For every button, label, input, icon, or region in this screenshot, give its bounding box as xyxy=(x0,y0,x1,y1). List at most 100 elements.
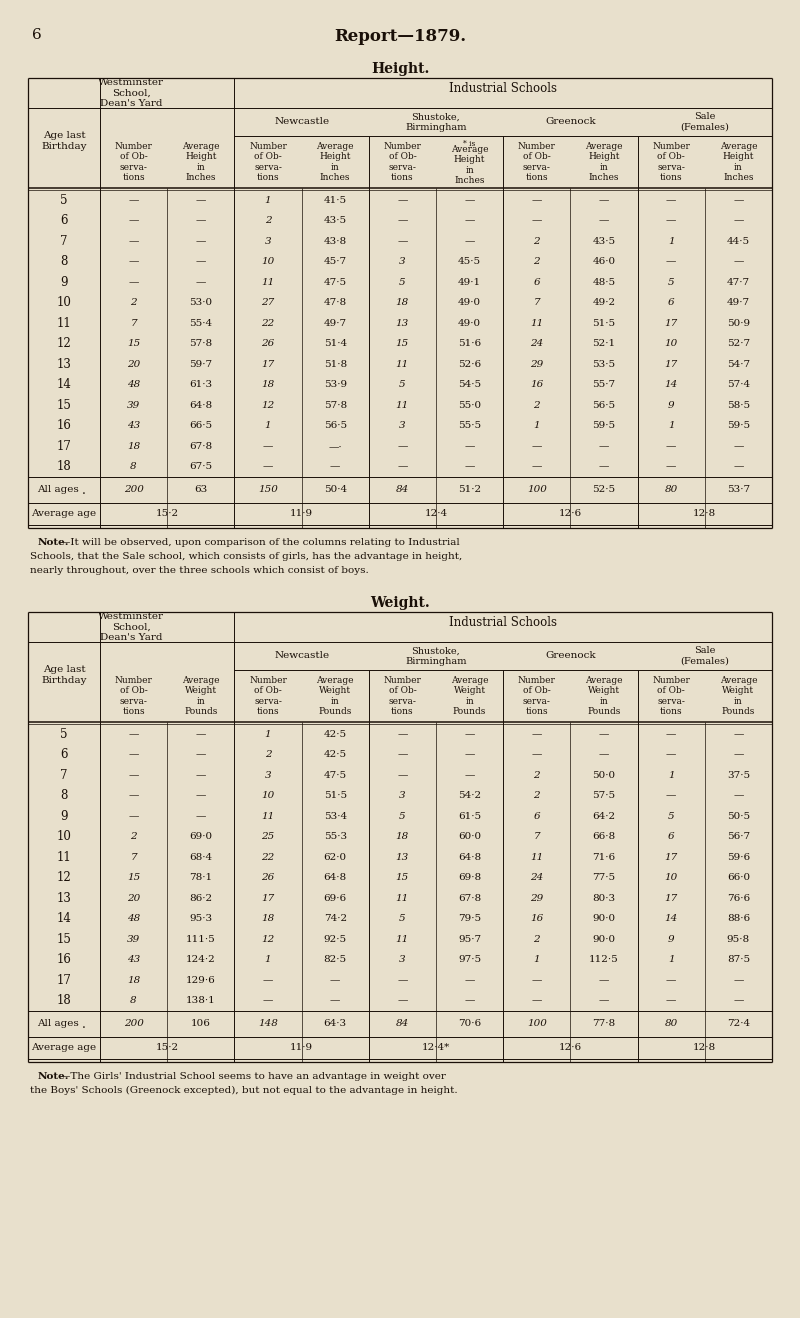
Text: 59·7: 59·7 xyxy=(190,360,212,369)
Text: —: — xyxy=(129,750,138,759)
Text: —: — xyxy=(465,216,474,225)
Text: 11: 11 xyxy=(262,812,274,821)
Text: 55·4: 55·4 xyxy=(190,319,212,328)
Text: 52·5: 52·5 xyxy=(593,485,615,494)
Text: 11: 11 xyxy=(262,278,274,287)
Text: 50·4: 50·4 xyxy=(324,485,346,494)
Text: 9: 9 xyxy=(668,401,674,410)
Text: 70·6: 70·6 xyxy=(458,1020,481,1028)
Text: 13: 13 xyxy=(396,319,409,328)
Text: 55·0: 55·0 xyxy=(458,401,481,410)
Text: 24: 24 xyxy=(530,874,543,882)
Text: 18: 18 xyxy=(396,832,409,841)
Text: 42·5: 42·5 xyxy=(324,750,346,759)
Text: 11: 11 xyxy=(396,360,409,369)
Text: 47·7: 47·7 xyxy=(727,278,750,287)
Text: 7: 7 xyxy=(60,768,68,782)
Text: —: — xyxy=(129,730,138,739)
Text: 62·0: 62·0 xyxy=(324,853,346,862)
Text: 11: 11 xyxy=(396,401,409,410)
Text: 66·5: 66·5 xyxy=(190,422,212,430)
Text: —: — xyxy=(398,463,407,472)
Text: 6: 6 xyxy=(32,28,42,42)
Text: —: — xyxy=(734,996,743,1006)
Text: —: — xyxy=(398,216,407,225)
Text: Average
Height
in
Inches: Average Height in Inches xyxy=(586,142,622,182)
Text: 2: 2 xyxy=(534,401,540,410)
Text: 12·4: 12·4 xyxy=(425,510,447,518)
Text: 43·5: 43·5 xyxy=(593,237,615,245)
Text: 1: 1 xyxy=(265,730,271,739)
Text: Number
of Ob-
serva-
tions: Number of Ob- serva- tions xyxy=(249,142,287,182)
Text: 1: 1 xyxy=(668,422,674,430)
Text: Average age: Average age xyxy=(31,510,97,518)
Text: Number
of Ob-
serva-
tions: Number of Ob- serva- tions xyxy=(652,142,690,182)
Text: —: — xyxy=(196,791,206,800)
Text: Greenock: Greenock xyxy=(545,651,596,660)
Text: Average
Weight
in
Pounds: Average Weight in Pounds xyxy=(451,676,488,716)
Text: 37·5: 37·5 xyxy=(727,771,750,780)
Text: 95·7: 95·7 xyxy=(458,934,481,944)
Text: 8: 8 xyxy=(130,996,137,1006)
Text: 10: 10 xyxy=(665,339,678,348)
Text: Average
Height
in
Inches: Average Height in Inches xyxy=(720,142,757,182)
Text: 5: 5 xyxy=(399,812,406,821)
Text: —: — xyxy=(666,750,676,759)
Text: —: — xyxy=(734,750,743,759)
Text: 5: 5 xyxy=(399,278,406,287)
Text: 78·1: 78·1 xyxy=(190,874,212,882)
Text: 15: 15 xyxy=(57,399,71,411)
Text: 44·5: 44·5 xyxy=(727,237,750,245)
Text: 6: 6 xyxy=(534,278,540,287)
Text: 51·8: 51·8 xyxy=(324,360,346,369)
Text: 53·4: 53·4 xyxy=(324,812,346,821)
Text: 41·5: 41·5 xyxy=(324,196,346,204)
Text: 57·8: 57·8 xyxy=(324,401,346,410)
Text: 5: 5 xyxy=(668,812,674,821)
Text: 11: 11 xyxy=(530,319,543,328)
Text: 64·8: 64·8 xyxy=(324,874,346,882)
Text: 52·6: 52·6 xyxy=(458,360,481,369)
Text: 50·9: 50·9 xyxy=(727,319,750,328)
Text: 2: 2 xyxy=(130,298,137,307)
Text: 7: 7 xyxy=(130,319,137,328)
Text: 200: 200 xyxy=(124,485,143,494)
Text: 51·6: 51·6 xyxy=(458,339,481,348)
Text: —: — xyxy=(398,237,407,245)
Text: Westminster
School,
Dean's Yard: Westminster School, Dean's Yard xyxy=(98,78,164,108)
Text: Number
of Ob-
serva-
tions: Number of Ob- serva- tions xyxy=(383,142,422,182)
Text: nearly throughout, over the three schools which consist of boys.: nearly throughout, over the three school… xyxy=(30,565,369,575)
Text: —: — xyxy=(465,463,474,472)
Text: 12: 12 xyxy=(57,871,71,884)
Text: —: — xyxy=(532,730,542,739)
Text: 49·0: 49·0 xyxy=(458,319,481,328)
Text: —: — xyxy=(398,196,407,204)
Text: 2: 2 xyxy=(534,934,540,944)
Text: 51·5: 51·5 xyxy=(324,791,346,800)
Text: —: — xyxy=(734,730,743,739)
Text: 11: 11 xyxy=(57,850,71,863)
Text: —: — xyxy=(599,996,609,1006)
Text: 51·4: 51·4 xyxy=(324,339,346,348)
Text: 5: 5 xyxy=(60,728,68,741)
Text: 7: 7 xyxy=(534,298,540,307)
Text: 10: 10 xyxy=(262,791,274,800)
Text: 63: 63 xyxy=(194,485,207,494)
Text: 12·8: 12·8 xyxy=(694,510,716,518)
Text: 69·0: 69·0 xyxy=(190,832,212,841)
Text: 82·5: 82·5 xyxy=(324,956,346,965)
Text: Shustoke,
Birmingham: Shustoke, Birmingham xyxy=(406,646,466,666)
Text: 90·0: 90·0 xyxy=(593,934,615,944)
Text: —: — xyxy=(599,442,609,451)
Text: 18: 18 xyxy=(262,381,274,389)
Text: 8: 8 xyxy=(60,789,68,803)
Text: —: — xyxy=(666,216,676,225)
Text: Number
of Ob-
serva-
tions: Number of Ob- serva- tions xyxy=(518,142,556,182)
Text: 64·8: 64·8 xyxy=(458,853,481,862)
Text: 11·9: 11·9 xyxy=(290,510,313,518)
Text: —: — xyxy=(599,975,609,985)
Text: 17: 17 xyxy=(262,360,274,369)
Text: 18: 18 xyxy=(262,915,274,923)
Text: 59·5: 59·5 xyxy=(593,422,615,430)
Text: All ages: All ages xyxy=(37,485,79,494)
